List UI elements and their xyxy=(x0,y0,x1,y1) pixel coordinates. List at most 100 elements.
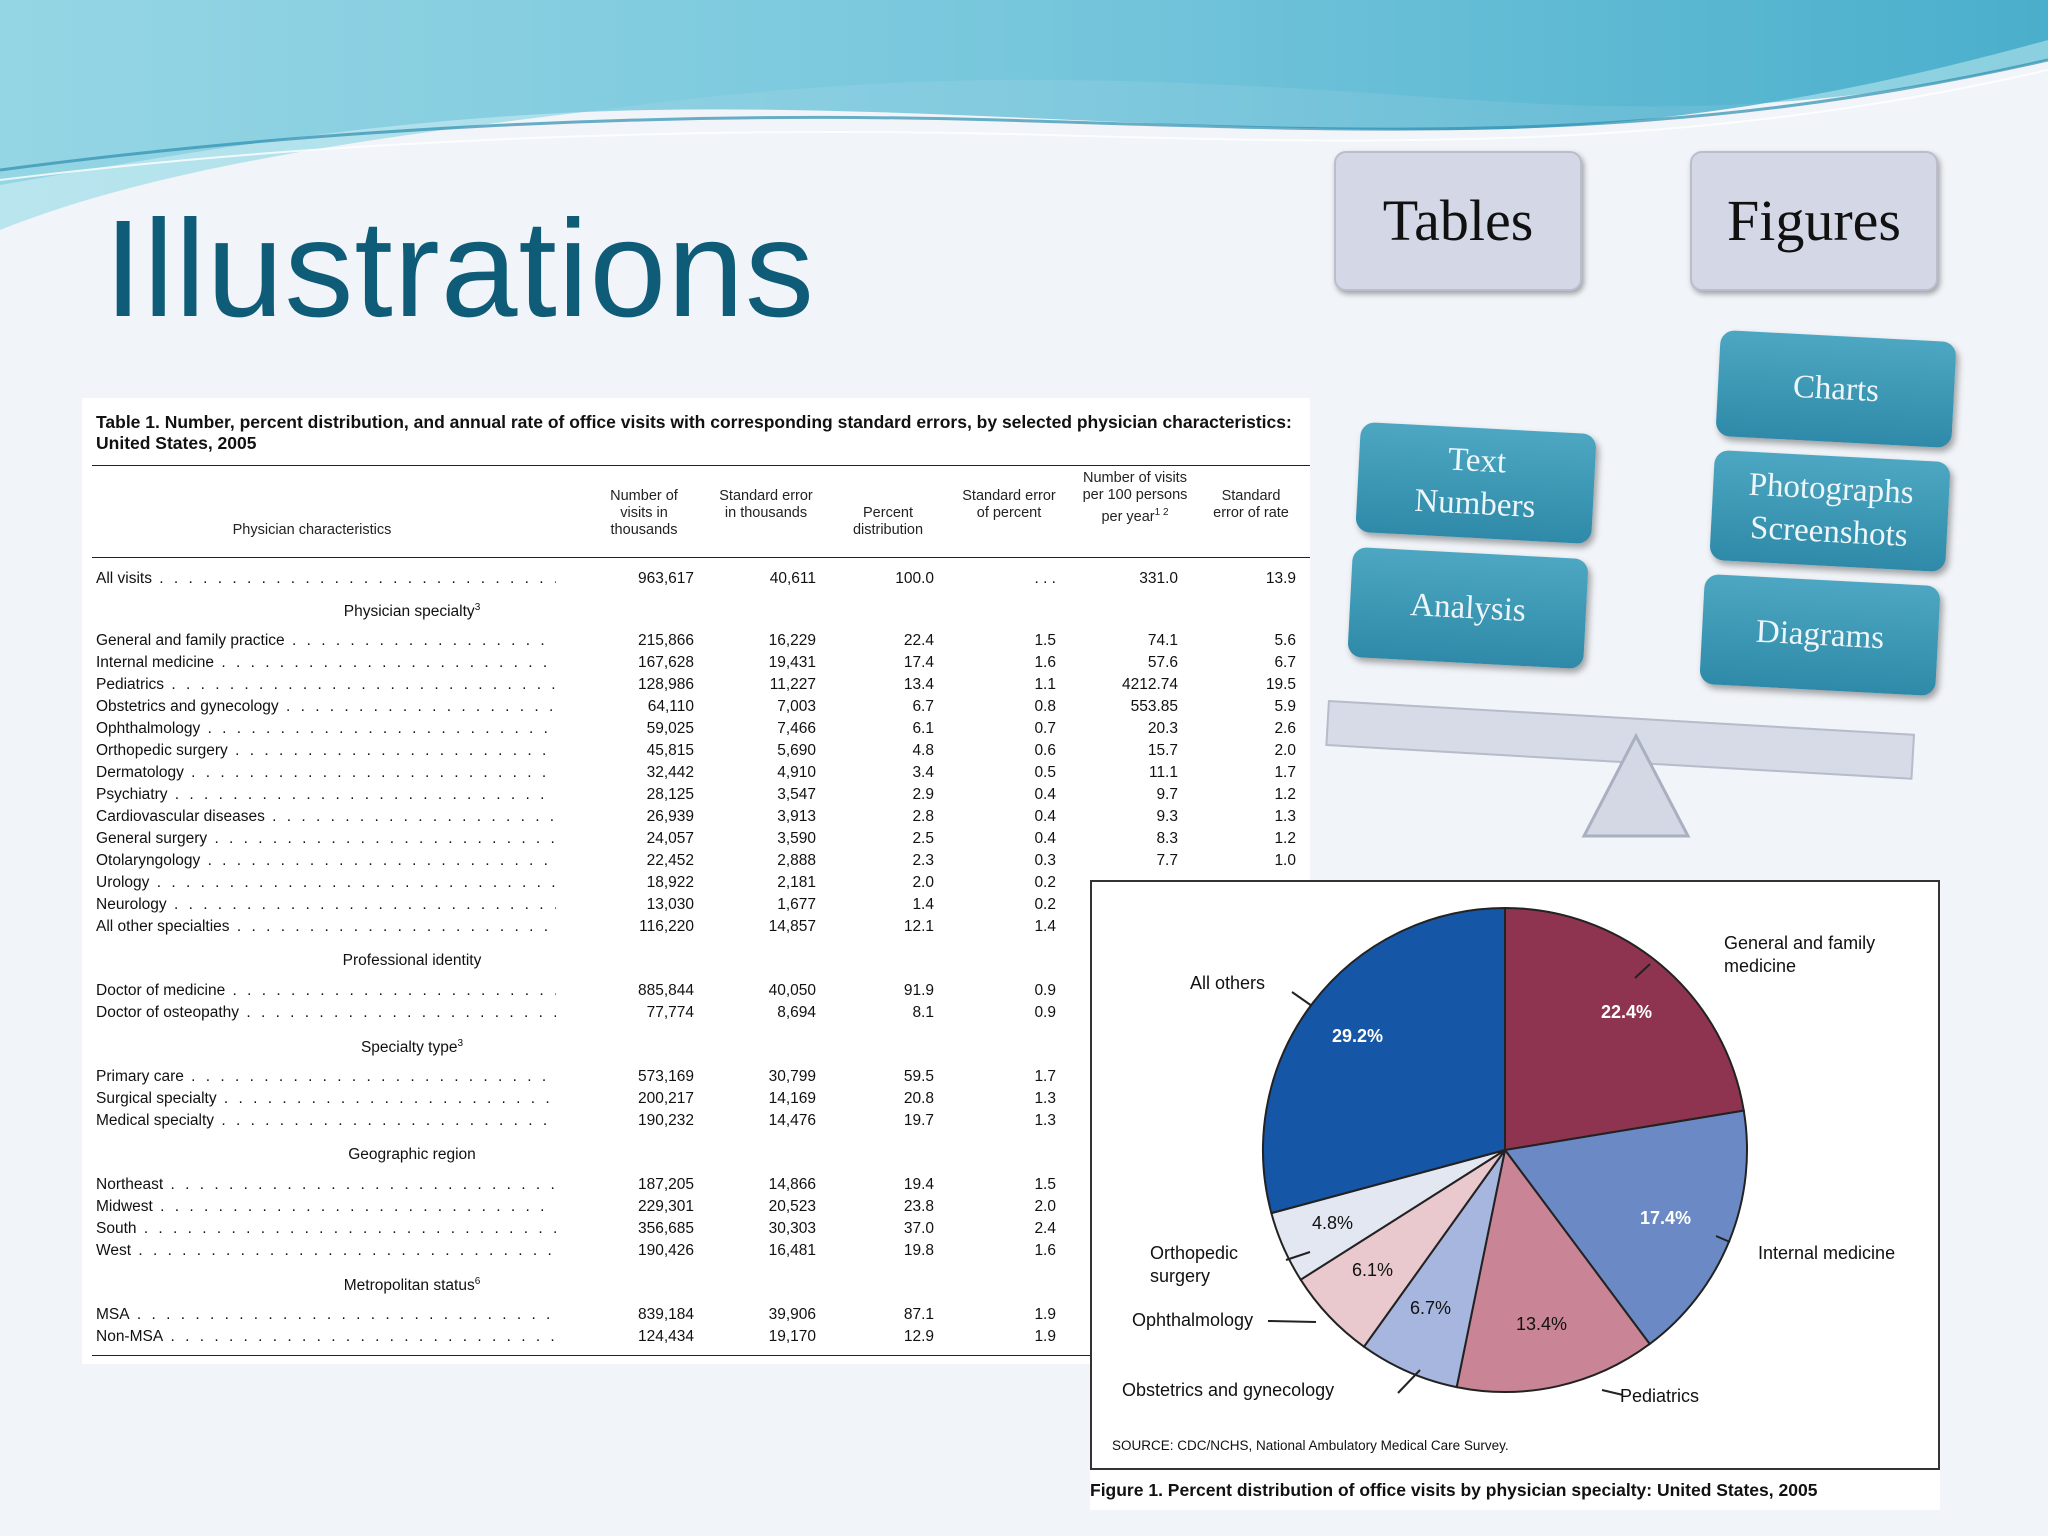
table-row: Doctor of medicine . . . . . . . . . . .… xyxy=(96,982,1306,1002)
row-value: 0.4 xyxy=(1034,808,1056,825)
section-heading-region: Geographic region xyxy=(202,1146,622,1164)
row-value: 16,481 xyxy=(768,1242,816,1259)
row-value: 2.3 xyxy=(912,852,934,869)
leader-dots: . . . . . . . . . . . . . . . . . . . . … xyxy=(207,720,556,737)
label-general-family: General and family medicine xyxy=(1724,932,1875,978)
leader-dots: . . . . . . . . . . . . . . . . . . . . … xyxy=(171,676,556,693)
table-row: Dermatology . . . . . . . . . . . . . . … xyxy=(96,764,1306,784)
row-value: 6.7 xyxy=(912,698,934,715)
row-value: 128,986 xyxy=(637,676,694,693)
section-heading-specialty: Physician specialty3 xyxy=(202,602,622,621)
label-ophthalmology: Ophthalmology xyxy=(1132,1310,1254,1330)
row-value: 190,426 xyxy=(637,1242,694,1259)
row-value: 23.8 xyxy=(903,1198,934,1215)
row-value: 0.4 xyxy=(1034,786,1056,803)
row-label: General surgery . . . . . . . . . . . . … xyxy=(96,830,556,848)
leader-dots: . . . . . . . . . . . . . . . . . . . . … xyxy=(160,1198,556,1215)
row-value: 885,844 xyxy=(637,982,694,999)
label-orthopedic-line2: surgery xyxy=(1150,1266,1211,1286)
pct-general-family: 22.4% xyxy=(1601,1002,1653,1022)
table-row: Cardiovascular diseases . . . . . . . . … xyxy=(96,808,1306,828)
section-heading-specialty-type: Specialty type3 xyxy=(202,1038,622,1057)
table-row: Orthopedic surgery . . . . . . . . . . .… xyxy=(96,742,1306,762)
section-heading-specialty-footnote: 3 xyxy=(474,602,481,613)
row-value: 8.1 xyxy=(912,1004,934,1021)
leader-dots: . . . . . . . . . . . . . . . . . . . . … xyxy=(191,1068,556,1085)
analysis-tile: Analysis xyxy=(1347,546,1589,670)
row-value: 20,523 xyxy=(768,1198,816,1215)
row-value: 187,205 xyxy=(637,1176,694,1193)
leader-dots: . . . . . . . . . . . . . . . . . . . . … xyxy=(174,786,556,803)
row-value: 22,452 xyxy=(646,852,694,869)
table-row: Ophthalmology . . . . . . . . . . . . . … xyxy=(96,720,1306,740)
row-label: Otolaryngology . . . . . . . . . . . . .… xyxy=(96,852,556,870)
col-header-visits: Number of visits in thousands xyxy=(610,488,678,538)
row-value: 9.7 xyxy=(1156,786,1178,803)
row-label: Northeast . . . . . . . . . . . . . . . … xyxy=(96,1176,556,1194)
leader-dots: . . . . . . . . . . . . . . . . . . . . … xyxy=(235,742,556,759)
pct-all-others: 29.2% xyxy=(1332,1026,1384,1046)
balance-fulcrum xyxy=(1581,732,1691,838)
row-value: 16,229 xyxy=(768,632,816,649)
pie-slice xyxy=(1503,1109,1748,1346)
row-value: 40,611 xyxy=(769,570,816,587)
row-label: Ophthalmology . . . . . . . . . . . . . … xyxy=(96,720,556,738)
row-label-text: Obstetrics and gynecology xyxy=(96,698,279,715)
row-value: 13.4 xyxy=(903,676,934,693)
label-obstetrics: Obstetrics and gynecology xyxy=(1122,1380,1335,1400)
table-row: Surgical specialty . . . . . . . . . . .… xyxy=(96,1090,1306,1110)
row-value: 0.9 xyxy=(1034,1004,1056,1021)
table-row: South . . . . . . . . . . . . . . . . . … xyxy=(96,1220,1306,1240)
row-label: Internal medicine . . . . . . . . . . . … xyxy=(96,654,556,672)
row-value: 2.0 xyxy=(912,874,934,891)
row-value: 4.8 xyxy=(912,742,934,759)
row-value: 1.0 xyxy=(1274,852,1296,869)
row-value: 1.9 xyxy=(1034,1328,1056,1345)
row-label-text: Cardiovascular diseases xyxy=(96,808,265,825)
row-label-text: Dermatology xyxy=(96,764,184,781)
leader-dots: . . . . . . . . . . . . . . . . . . . . … xyxy=(272,808,556,825)
label-orthopedic-line1: Orthopedic xyxy=(1150,1243,1239,1263)
photographs-screenshots-tile: Photographs Screenshots xyxy=(1709,449,1951,573)
row-label-text: General and family practice xyxy=(96,632,285,649)
label-internal-medicine: Internal medicine xyxy=(1758,1243,1896,1263)
row-value: . . . xyxy=(1034,570,1056,587)
row-value: 190,232 xyxy=(637,1112,694,1129)
row-value: 1.2 xyxy=(1274,830,1296,847)
row-value: 74.1 xyxy=(1147,632,1178,649)
table-row: Otolaryngology . . . . . . . . . . . . .… xyxy=(96,852,1306,872)
pct-pediatrics: 13.4% xyxy=(1516,1314,1568,1334)
row-value: 1.7 xyxy=(1274,764,1296,781)
row-value: 356,685 xyxy=(637,1220,694,1237)
row-value: 839,184 xyxy=(637,1306,694,1323)
label-pediatrics: Pediatrics xyxy=(1620,1386,1700,1406)
row-value: 7.7 xyxy=(1156,852,1178,869)
row-value: 3,913 xyxy=(777,808,816,825)
row-value: 14,866 xyxy=(768,1176,816,1193)
row-value: 45,815 xyxy=(646,742,694,759)
pie-slice xyxy=(1504,906,1745,1152)
row-value: 0.6 xyxy=(1034,742,1056,759)
table-row: West . . . . . . . . . . . . . . . . . .… xyxy=(96,1242,1306,1262)
section-heading-metro-footnote: 6 xyxy=(474,1276,481,1287)
row-value: 11,227 xyxy=(769,676,816,693)
row-value: 9.3 xyxy=(1156,808,1178,825)
table-row: Non-MSA . . . . . . . . . . . . . . . . … xyxy=(96,1328,1306,1348)
row-label-text: Orthopedic surgery xyxy=(96,742,228,759)
row-value: 3.4 xyxy=(912,764,934,781)
screenshots-tile-label: Screenshots xyxy=(1749,509,1909,555)
section-heading-metro-text: Metropolitan status xyxy=(343,1277,475,1295)
table-row: General and family practice . . . . . . … xyxy=(96,632,1306,652)
row-label-text: West xyxy=(96,1242,132,1259)
leader-dots: . . . . . . . . . . . . . . . . . . . . … xyxy=(156,874,556,891)
pie-leader-line xyxy=(1267,1320,1317,1323)
row-label: Orthopedic surgery . . . . . . . . . . .… xyxy=(96,742,556,760)
row-label: South . . . . . . . . . . . . . . . . . … xyxy=(96,1220,556,1238)
row-value: 28,125 xyxy=(646,786,694,803)
section-heading-metro: Metropolitan status6 xyxy=(202,1276,622,1295)
row-value: 59.5 xyxy=(903,1068,934,1085)
row-value: 1.6 xyxy=(1034,1242,1056,1259)
row-value: 4212.74 xyxy=(1121,676,1178,693)
row-value: 7,466 xyxy=(777,720,816,737)
row-value: 331.0 xyxy=(1139,570,1178,587)
